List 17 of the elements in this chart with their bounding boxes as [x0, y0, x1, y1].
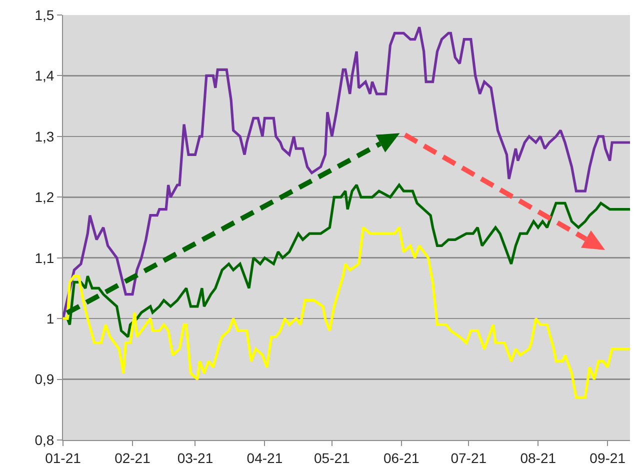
y-tick-label: 1,3: [34, 128, 54, 144]
y-tick-label: 1,1: [34, 250, 54, 266]
y-tick-label: 0,9: [34, 371, 54, 388]
x-tick-label: 05-21: [314, 450, 350, 466]
x-tick-label: 08-21: [520, 450, 556, 466]
x-tick-label: 03-21: [177, 450, 214, 466]
y-tick-label: 1,2: [34, 189, 54, 206]
y-tick-label: 0,8: [34, 432, 54, 448]
x-tick-label: 02-21: [114, 450, 151, 466]
x-tick-label: 06-21: [384, 450, 420, 466]
y-tick-label: 1: [46, 310, 54, 326]
x-tick-label: 09-21: [590, 450, 626, 466]
y-tick-label: 1,5: [34, 6, 54, 23]
x-tick-label: 01-21: [45, 450, 82, 466]
x-tick-label: 07-21: [450, 450, 487, 466]
x-tick-label: 04-21: [246, 450, 283, 466]
y-tick-label: 1,4: [34, 68, 54, 84]
